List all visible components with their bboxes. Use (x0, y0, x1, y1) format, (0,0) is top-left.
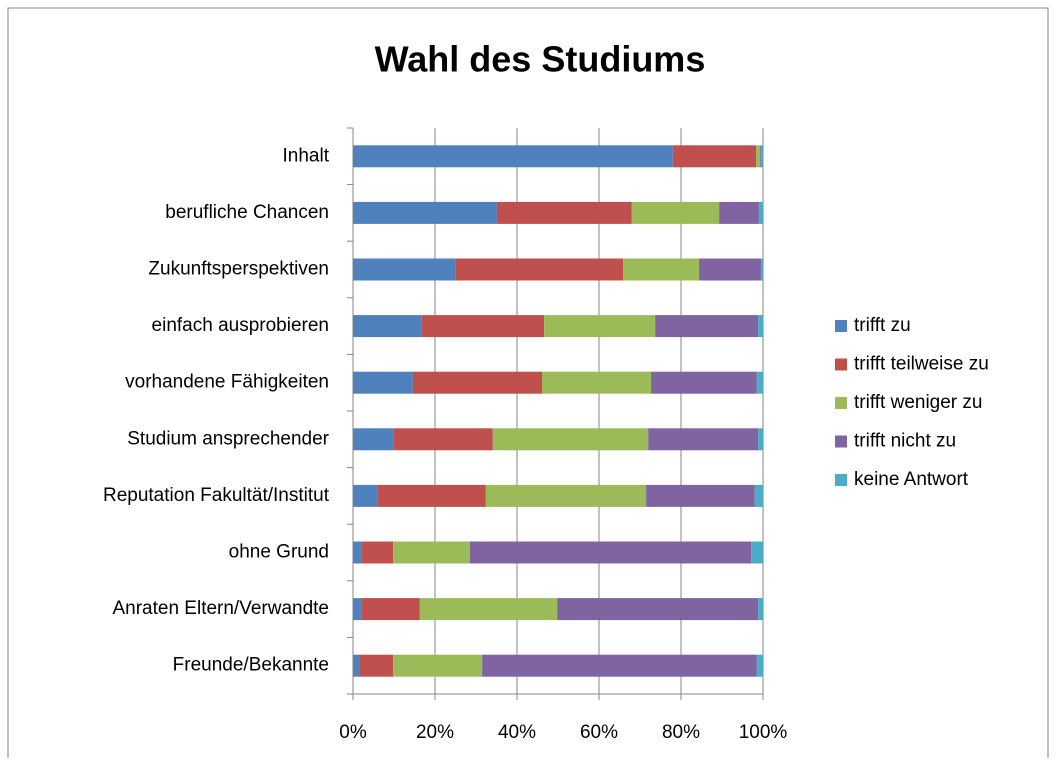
x-tick-label: 80% (662, 722, 700, 743)
bar (377, 484, 486, 507)
bar (651, 371, 757, 394)
bar (353, 315, 422, 338)
y-tick-label: Zukunftsperspektiven (148, 259, 329, 280)
bar (353, 145, 673, 168)
y-tick-label: ohne Grund (229, 542, 329, 563)
bar (361, 541, 394, 564)
legend-label: trifft nicht zu (854, 431, 956, 452)
bar (353, 654, 360, 677)
bar (393, 428, 493, 451)
bar (361, 598, 420, 621)
bar (353, 258, 456, 281)
bar (393, 541, 470, 564)
bar (421, 315, 545, 338)
bar (655, 315, 759, 338)
x-tick-label: 100% (739, 722, 788, 743)
bar (544, 315, 656, 338)
bar (469, 541, 752, 564)
y-tick-label: Studium ansprechender (127, 428, 329, 449)
bar (756, 145, 761, 168)
bar (419, 598, 558, 621)
legend-swatch (835, 358, 847, 371)
legend-label: trifft teilweise zu (854, 354, 989, 375)
bar (756, 371, 763, 394)
bar (542, 371, 652, 394)
bar (751, 541, 763, 564)
legend-swatch (835, 397, 847, 409)
bar (758, 598, 763, 621)
x-tick-label: 0% (339, 722, 367, 743)
bar (623, 258, 700, 281)
legend-label: trifft zu (854, 315, 911, 336)
bar (758, 201, 763, 224)
bar (353, 201, 497, 224)
bar (758, 315, 763, 338)
y-tick-label: einfach ausprobieren (152, 315, 329, 336)
bar (353, 371, 413, 394)
y-tick-label: berufliche Chancen (165, 202, 329, 223)
bar (719, 201, 759, 224)
bar (485, 484, 647, 507)
chart-title: Wahl des Studiums (375, 39, 706, 80)
bar (672, 145, 757, 168)
bar (496, 201, 632, 224)
bar (557, 598, 759, 621)
bar (359, 654, 394, 677)
bar (760, 145, 761, 168)
bar (393, 654, 483, 677)
bar (699, 258, 761, 281)
legend-label: trifft weniger zu (854, 392, 982, 413)
y-tick-label: Anraten Eltern/Verwandte (112, 598, 329, 619)
bar (482, 654, 757, 677)
y-tick-label: vorhandene Fähigkeiten (125, 372, 329, 393)
bar (648, 428, 759, 451)
bar (754, 484, 763, 507)
bar (756, 654, 763, 677)
x-tick-label: 60% (580, 722, 618, 743)
legend-label: keine Antwort (854, 469, 969, 490)
bar (760, 145, 763, 168)
bar (455, 258, 624, 281)
bar (412, 371, 543, 394)
legend-swatch (835, 435, 847, 448)
chart-border (7, 7, 1049, 758)
bar (353, 484, 378, 507)
bar (758, 428, 763, 451)
bar (353, 541, 362, 564)
bar (353, 598, 362, 621)
bar (353, 428, 394, 451)
legend-swatch (835, 474, 847, 486)
x-tick-label: 20% (416, 722, 454, 743)
bar (646, 484, 755, 507)
y-tick-label: Reputation Fakultät/Institut (103, 485, 330, 506)
y-tick-label: Inhalt (283, 145, 330, 166)
x-tick-label: 40% (498, 722, 536, 743)
bar (631, 201, 720, 224)
bar (492, 428, 649, 451)
y-tick-label: Freunde/Bekannte (173, 655, 329, 676)
bar (760, 258, 763, 281)
legend-swatch (835, 320, 847, 332)
